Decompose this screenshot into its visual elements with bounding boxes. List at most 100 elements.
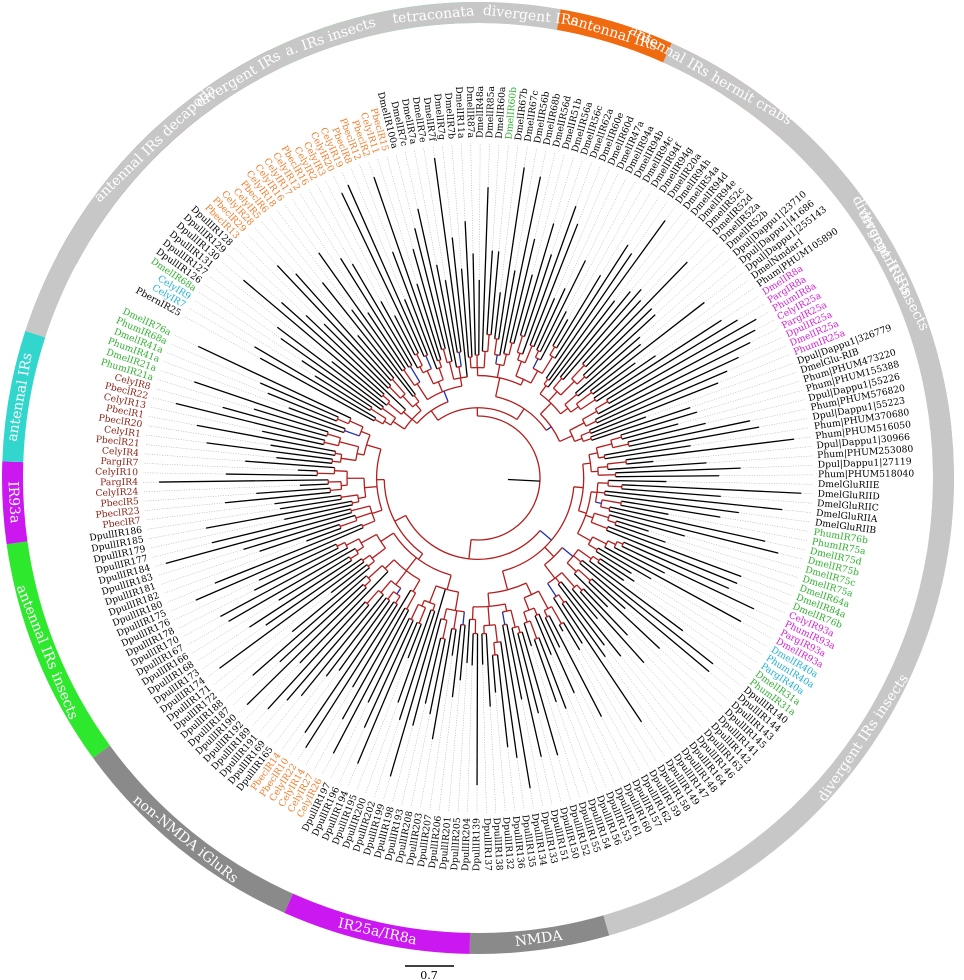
leaf-leader-line — [420, 739, 433, 809]
terminal-branch — [559, 291, 631, 378]
terminal-branch — [245, 460, 335, 469]
leaf-leader-line — [470, 143, 474, 254]
internal-branch — [462, 611, 465, 625]
terminal-branch — [613, 546, 665, 574]
internal-branch — [387, 402, 402, 415]
terminal-branch — [534, 615, 552, 656]
internal-arc — [422, 368, 432, 374]
internal-branch — [517, 626, 521, 633]
terminal-branch — [299, 483, 329, 486]
internal-branch — [610, 436, 622, 441]
internal-branch — [576, 376, 586, 385]
internal-branch — [411, 418, 418, 424]
terminal-branch — [159, 479, 329, 483]
internal-branch — [585, 514, 594, 519]
terminal-branch — [341, 607, 406, 720]
leaf-leader-line — [640, 224, 698, 290]
internal-branch — [340, 457, 356, 462]
terminal-branch — [195, 527, 364, 601]
internal-branch — [487, 606, 491, 626]
internal-branch — [487, 334, 490, 352]
internal-branch — [387, 591, 395, 600]
terminal-branch — [352, 589, 412, 688]
internal-arc — [534, 637, 540, 640]
internal-branch — [412, 579, 421, 592]
leaf-leader-line — [432, 146, 435, 159]
terminal-branch — [373, 176, 439, 362]
terminal-branch — [252, 575, 367, 676]
terminal-branch — [555, 274, 602, 349]
terminal-branch — [389, 588, 446, 777]
internal-arc — [364, 601, 370, 606]
leaf-leader-line — [654, 250, 725, 315]
leaf-leader-line — [531, 645, 580, 798]
terminal-branch — [433, 158, 462, 353]
terminal-branch — [499, 270, 516, 356]
internal-branch — [595, 401, 609, 410]
terminal-branch — [604, 426, 760, 456]
leaf-leader-line — [631, 201, 668, 254]
internal-branch — [525, 582, 533, 595]
terminal-branch — [558, 624, 564, 632]
internal-branch — [577, 549, 592, 560]
terminal-branch — [498, 167, 525, 340]
internal-arc — [597, 558, 601, 563]
leaf-leader-line — [148, 416, 197, 426]
terminal-branch — [205, 500, 353, 529]
leaf-leader-line — [148, 527, 207, 539]
leaf-leader-line — [429, 655, 453, 810]
terminal-branch — [494, 292, 501, 339]
internal-branch — [344, 430, 360, 437]
internal-branch — [516, 335, 524, 353]
leaf-label: CelyIR10 — [95, 467, 138, 479]
leaf-leader-line — [160, 370, 195, 383]
terminal-branch — [608, 318, 757, 404]
internal-branch — [549, 346, 556, 356]
leaf-leader-line — [559, 647, 624, 780]
internal-branch — [487, 593, 490, 607]
leaf-leader-line — [664, 572, 777, 631]
terminal-branch — [490, 251, 500, 335]
leaf-leader-line — [383, 776, 391, 800]
terminal-branch — [471, 633, 474, 666]
leaf-leader-line — [687, 237, 712, 263]
leaf-leader-line — [338, 727, 365, 784]
internal-branch — [616, 540, 624, 545]
leaf-leader-line — [276, 209, 352, 310]
leaf-label: DmelIR87a — [464, 86, 476, 139]
clade-label: tetraconata — [392, 3, 475, 27]
terminal-branch — [606, 529, 738, 584]
leaf-leader-line — [145, 503, 275, 521]
leaf-leader-line — [386, 155, 414, 250]
leaf-leader-line — [460, 143, 466, 222]
internal-arc — [544, 547, 563, 566]
leaf-leader-line — [678, 390, 802, 425]
terminal-branch — [451, 624, 462, 698]
clade-label: divergent IRs — [854, 207, 914, 299]
internal-branch — [364, 485, 378, 489]
leaf-leader-line — [684, 535, 801, 569]
leaf-leader-line — [655, 287, 755, 356]
leaf-leader-line — [143, 493, 257, 502]
internal-arc — [405, 515, 541, 560]
internal-branch — [597, 466, 608, 469]
leaf-leader-line — [404, 151, 419, 209]
terminal-branch — [249, 559, 352, 628]
leaf-leader-line — [187, 621, 229, 646]
internal-branch — [585, 420, 597, 427]
leaf-leader-line — [719, 474, 813, 476]
terminal-branch — [582, 588, 628, 636]
internal-branch — [580, 431, 591, 437]
terminal-branch — [165, 511, 352, 565]
terminal-branch — [604, 546, 742, 623]
internal-branch — [552, 377, 563, 389]
internal-arc — [553, 594, 560, 599]
leaf-leader-line — [143, 453, 246, 462]
leaf-label: PargIR7 — [100, 456, 139, 469]
internal-branch — [591, 491, 598, 494]
terminal-branch — [278, 556, 350, 601]
terminal-branch — [539, 311, 567, 361]
terminal-branch — [175, 402, 325, 441]
internal-arc — [471, 415, 541, 541]
internal-branch — [558, 594, 565, 603]
